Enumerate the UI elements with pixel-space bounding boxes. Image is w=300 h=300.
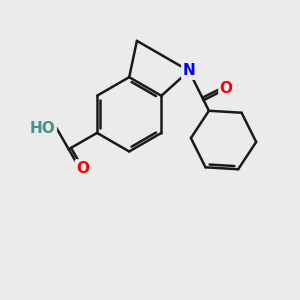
Text: N: N xyxy=(183,63,195,78)
Text: O: O xyxy=(220,81,233,96)
Text: O: O xyxy=(76,161,89,176)
Text: HO: HO xyxy=(30,122,56,136)
